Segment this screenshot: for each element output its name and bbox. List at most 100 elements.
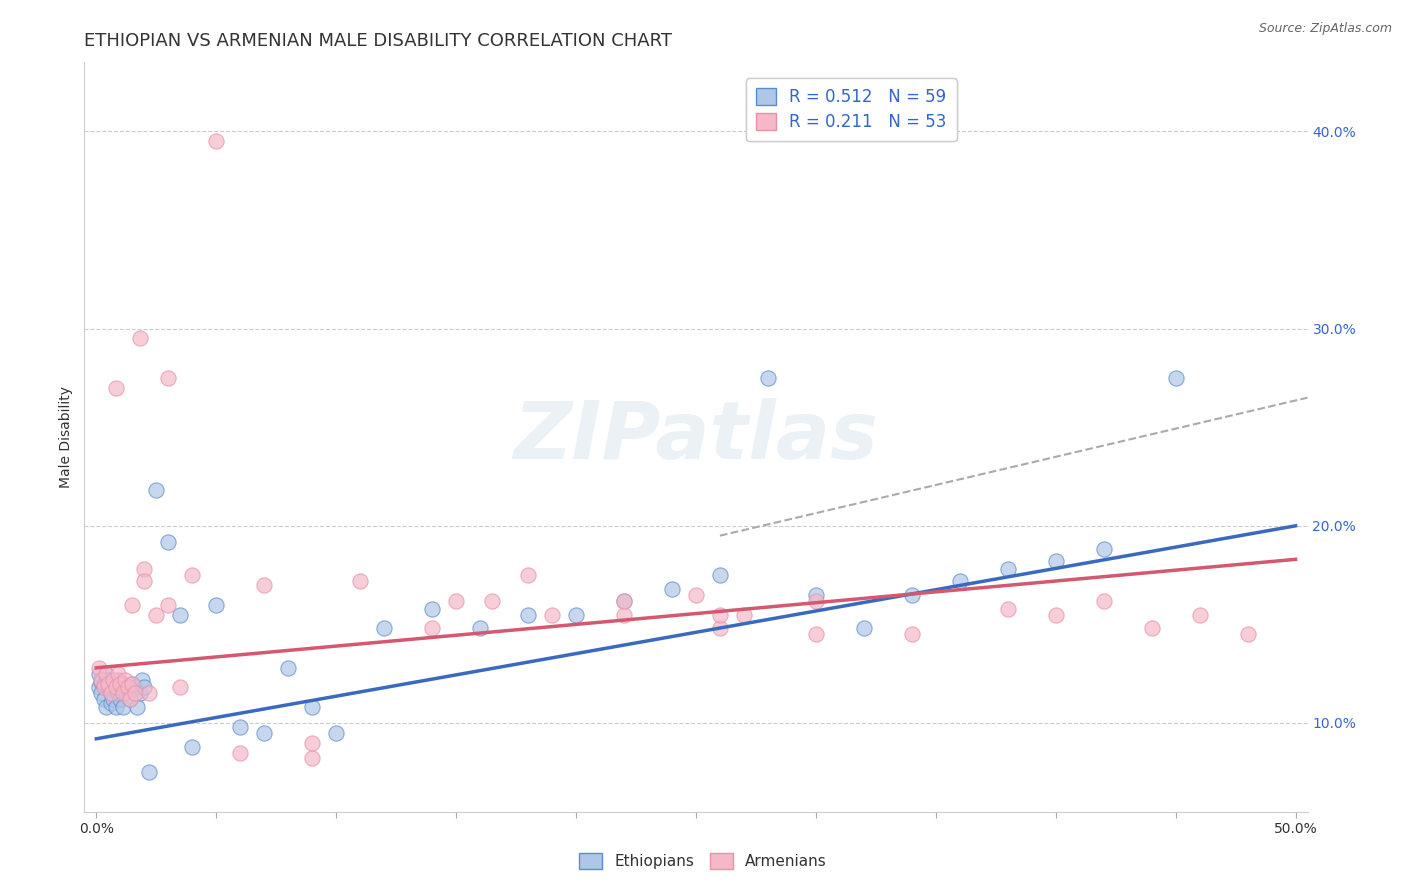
Point <box>1045 607 1067 622</box>
Point <box>685 588 707 602</box>
Point <box>97 673 120 687</box>
Point <box>229 720 252 734</box>
Point <box>131 673 153 687</box>
Point <box>517 568 540 582</box>
Point <box>107 673 129 687</box>
Point <box>93 681 115 695</box>
Point <box>301 700 323 714</box>
Point <box>100 686 122 700</box>
Point <box>94 666 117 681</box>
Point <box>169 681 191 695</box>
Point <box>709 621 731 635</box>
Point <box>121 676 143 690</box>
Point <box>325 726 347 740</box>
Point <box>852 621 875 635</box>
Point <box>997 601 1019 615</box>
Point <box>90 674 112 689</box>
Point <box>93 676 115 690</box>
Point <box>111 686 134 700</box>
Point <box>94 700 117 714</box>
Point <box>87 681 110 695</box>
Point <box>420 621 443 635</box>
Point <box>97 681 120 695</box>
Point <box>101 676 124 690</box>
Point <box>101 673 124 687</box>
Point <box>117 681 139 695</box>
Point <box>104 381 127 395</box>
Point <box>373 621 395 635</box>
Point <box>87 661 110 675</box>
Point <box>124 686 146 700</box>
Point <box>1092 542 1115 557</box>
Point <box>181 739 204 754</box>
Point <box>111 700 134 714</box>
Point <box>804 588 827 602</box>
Point <box>444 593 467 607</box>
Point <box>94 666 117 681</box>
Point <box>301 736 323 750</box>
Y-axis label: Male Disability: Male Disability <box>59 386 73 488</box>
Legend: Ethiopians, Armenians: Ethiopians, Armenians <box>574 847 832 875</box>
Point <box>613 607 636 622</box>
Point <box>733 607 755 622</box>
Point <box>253 726 276 740</box>
Point <box>1140 621 1163 635</box>
Point <box>901 627 924 641</box>
Point <box>253 578 276 592</box>
Point <box>127 700 149 714</box>
Text: Source: ZipAtlas.com: Source: ZipAtlas.com <box>1258 22 1392 36</box>
Point <box>1045 554 1067 568</box>
Point <box>1164 371 1187 385</box>
Point <box>104 681 127 695</box>
Point <box>110 681 132 695</box>
Point <box>134 562 156 576</box>
Point <box>205 134 228 148</box>
Point <box>138 686 160 700</box>
Point <box>709 568 731 582</box>
Point <box>481 593 503 607</box>
Point <box>804 627 827 641</box>
Point <box>1236 627 1258 641</box>
Point <box>111 676 134 690</box>
Point <box>145 483 167 498</box>
Point <box>517 607 540 622</box>
Point <box>756 371 779 385</box>
Point <box>100 696 122 710</box>
Point <box>205 598 228 612</box>
Point <box>157 598 180 612</box>
Point <box>541 607 564 622</box>
Point <box>97 676 120 690</box>
Point <box>114 673 136 687</box>
Point <box>997 562 1019 576</box>
Point <box>157 534 180 549</box>
Point <box>134 681 156 695</box>
Point <box>118 692 141 706</box>
Point <box>101 692 124 706</box>
Point <box>277 661 299 675</box>
Point <box>138 765 160 780</box>
Point <box>117 681 139 695</box>
Point <box>93 692 115 706</box>
Point <box>169 607 191 622</box>
Point <box>468 621 491 635</box>
Point <box>121 676 143 690</box>
Point <box>107 686 129 700</box>
Point <box>1188 607 1211 622</box>
Point <box>613 593 636 607</box>
Point <box>301 751 323 765</box>
Point <box>157 371 180 385</box>
Point <box>124 681 146 695</box>
Point <box>104 700 127 714</box>
Point <box>128 686 150 700</box>
Point <box>613 593 636 607</box>
Point <box>349 574 371 588</box>
Point <box>901 588 924 602</box>
Point <box>565 607 588 622</box>
Point <box>114 686 136 700</box>
Point <box>104 681 127 695</box>
Point <box>134 574 156 588</box>
Text: ZIPatlas: ZIPatlas <box>513 398 879 476</box>
Point <box>128 331 150 345</box>
Point <box>229 746 252 760</box>
Point <box>949 574 972 588</box>
